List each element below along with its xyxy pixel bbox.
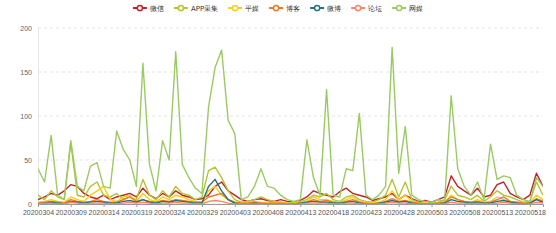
x-tick-mark (399, 204, 400, 207)
x-tick-mark (202, 204, 203, 207)
series-line (38, 47, 543, 202)
y-tick-label: 100 (20, 113, 32, 120)
grid (38, 28, 543, 204)
legend-item: 平媒 (228, 5, 259, 13)
x-tick-label: 20200503 (416, 209, 447, 216)
y-axis: 0 50 100 150 200 (20, 25, 38, 208)
x-tick: 20200309 (56, 204, 87, 216)
x-tick-label: 20200319 (121, 209, 152, 216)
x-tick-label: 20200314 (89, 209, 120, 216)
x-tick-mark (464, 204, 465, 207)
y-axis-line (38, 29, 39, 205)
legend-label: APP采集 (191, 5, 218, 13)
grid-line (38, 72, 543, 73)
legend-item: 网媒 (392, 5, 423, 13)
legend-icon (137, 5, 142, 10)
x-tick-label: 20200513 (482, 209, 513, 216)
x-tick-label: 20200304 (23, 209, 54, 216)
legend-label: 博客 (286, 5, 300, 13)
x-tick-label: 20200403 (220, 209, 251, 216)
x-tick-label: 20200324 (154, 209, 185, 216)
legend-item: 博客 (269, 5, 300, 13)
legend-icon (397, 5, 402, 10)
x-tick-label: 20200408 (252, 209, 283, 216)
legend-icon (178, 5, 183, 10)
legend-label: 平媒 (245, 5, 259, 13)
legend: 微信 APP采集 平媒 博客 微博 论坛 网媒 (133, 5, 423, 13)
x-tick: 20200513 (482, 204, 513, 216)
x-tick-mark (268, 204, 269, 207)
x-tick-mark (38, 204, 39, 207)
x-tick: 20200518 (515, 204, 546, 216)
legend-label: 微博 (327, 5, 341, 13)
x-tick-mark (136, 204, 137, 207)
x-tick-label: 20200329 (187, 209, 218, 216)
legend-item: 论坛 (351, 5, 382, 13)
x-tick: 20200319 (121, 204, 152, 216)
legend-item: 微博 (310, 5, 341, 13)
y-tick: 150 (20, 69, 38, 76)
x-tick-mark (104, 204, 105, 207)
x-tick: 20200304 (23, 204, 54, 216)
x-tick: 20200428 (384, 204, 415, 216)
legend-item: APP采集 (174, 5, 218, 13)
legend-label: 微信 (150, 5, 164, 13)
legend-icon (274, 5, 279, 10)
x-tick: 20200403 (220, 204, 251, 216)
x-tick-mark (235, 204, 236, 207)
x-tick-mark (530, 204, 531, 207)
x-tick: 20200324 (154, 204, 185, 216)
x-tick-label: 20200309 (56, 209, 87, 216)
x-tick: 20200418 (318, 204, 349, 216)
x-axis: 2020030420200309202003142020031920200324… (23, 204, 546, 216)
x-tick-label: 20200423 (351, 209, 382, 216)
x-tick: 20200314 (89, 204, 120, 216)
y-tick: 200 (20, 25, 38, 32)
y-tick: 0 (28, 201, 38, 208)
y-tick: 50 (24, 157, 38, 164)
legend-label: 论坛 (368, 5, 382, 13)
x-tick: 20200329 (187, 204, 218, 216)
y-tick-label: 200 (20, 25, 32, 32)
x-tick: 20200423 (351, 204, 382, 216)
y-tick-label: 150 (20, 69, 32, 76)
x-tick-mark (300, 204, 301, 207)
chart: 0501001502002020030420200309202003142020… (0, 0, 556, 233)
x-tick: 20200503 (416, 204, 447, 216)
x-tick-mark (71, 204, 72, 207)
grid-line (38, 28, 543, 29)
legend-icon (233, 5, 238, 10)
x-tick-label: 20200428 (384, 209, 415, 216)
legend-item: 微信 (133, 5, 164, 13)
x-tick-mark (333, 204, 334, 207)
legend-icon (356, 5, 361, 10)
x-tick-label: 20200418 (318, 209, 349, 216)
x-tick-mark (432, 204, 433, 207)
legend-label: 网媒 (409, 5, 423, 13)
grid-line (38, 116, 543, 117)
y-tick-label: 0 (28, 201, 32, 208)
y-tick: 100 (20, 113, 38, 120)
x-tick-mark (497, 204, 498, 207)
x-tick: 20200413 (285, 204, 316, 216)
x-tick-mark (169, 204, 170, 207)
legend-icon (315, 5, 320, 10)
plot-area (38, 47, 543, 204)
x-tick-mark (366, 204, 367, 207)
x-tick: 20200508 (449, 204, 480, 216)
x-axis-line (39, 205, 544, 208)
x-tick-label: 20200413 (285, 209, 316, 216)
y-tick-label: 50 (24, 157, 32, 164)
x-tick-label: 20200508 (449, 209, 480, 216)
x-tick: 20200408 (252, 204, 283, 216)
x-tick-label: 20200518 (515, 209, 546, 216)
